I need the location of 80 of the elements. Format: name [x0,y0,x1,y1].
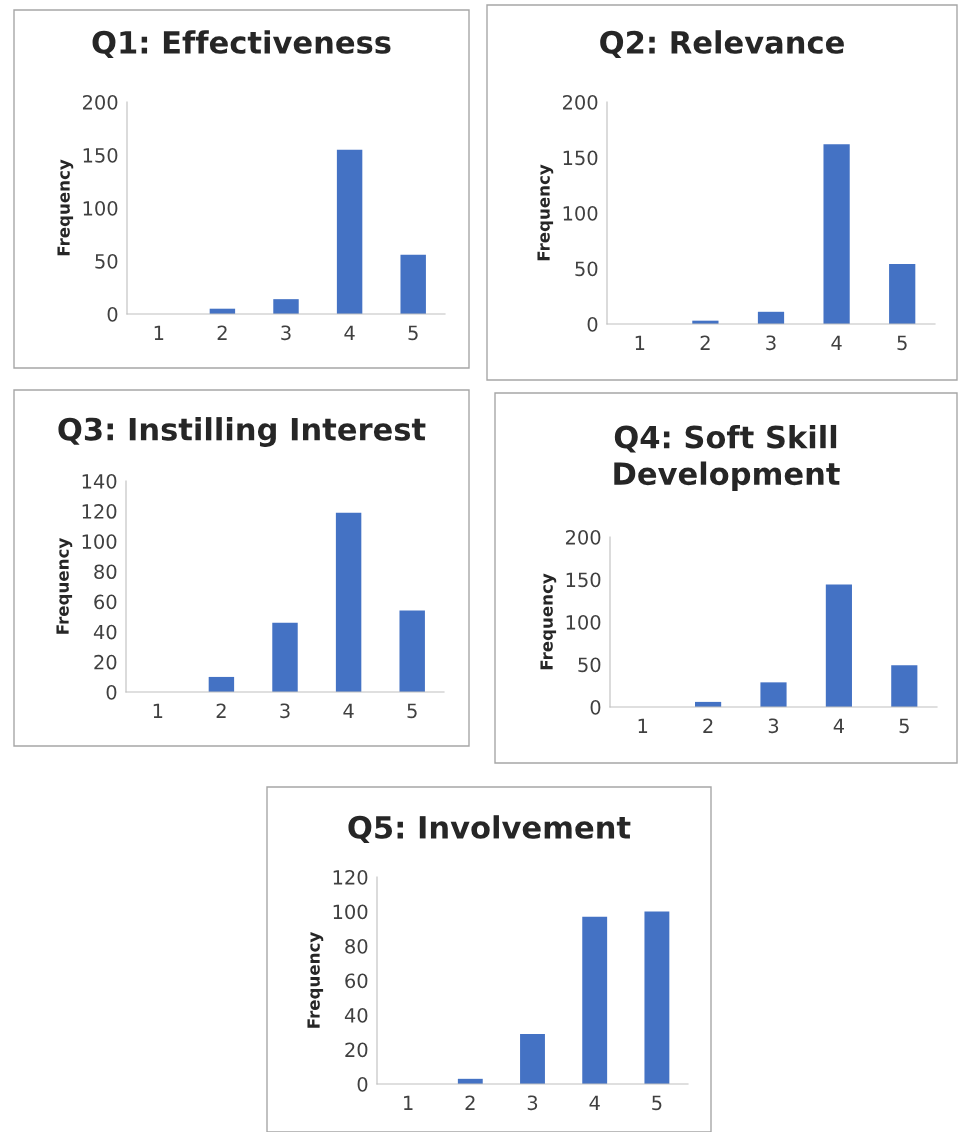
x-tick-label: 5 [897,335,907,351]
y-tick-label: 50 [578,657,601,673]
x-tick-label: 3 [281,325,291,341]
x-tick-label: 4 [589,1095,600,1110]
bar [760,682,787,707]
chart-title: Q5: Involvement [348,815,631,843]
x-tick-label: 4 [833,718,844,733]
x-tick-label: 4 [344,325,355,340]
y-tick-label: 0 [107,306,118,322]
bar [823,144,850,324]
y-tick-label: 120 [82,504,117,519]
y-tick-label: 100 [83,200,118,216]
y-tick-label: 100 [563,205,598,221]
x-tick-label: 5 [899,718,909,734]
bar [520,1033,545,1084]
chart-title: Q3: Instilling Interest [58,417,426,447]
bar [335,512,362,692]
bar [400,254,426,314]
bar [272,622,298,692]
y-tick-label: 0 [106,684,117,700]
y-tick-label: 100 [333,904,368,920]
y-axis-title: Frequency [307,932,324,1028]
y-tick-label: 20 [345,1042,368,1058]
x-tick-label: 4 [831,335,842,350]
bar [889,264,916,324]
x-tick-label: 1 [153,703,163,718]
y-tick-label: 100 [82,534,117,549]
y-tick-label: 80 [94,564,117,580]
x-tick-label: 3 [280,703,290,719]
y-tick-label: 200 [82,94,118,110]
bar [336,149,363,314]
y-tick-label: 60 [345,973,368,989]
x-tick-label: 1 [635,335,645,350]
y-axis-title: Frequency [57,159,74,256]
bar [273,299,299,314]
x-tick-label: 3 [768,718,779,734]
bar [399,610,425,692]
x-tick-label: 5 [408,325,418,341]
y-tick-label: 120 [333,869,368,885]
x-tick-label: 3 [766,335,776,351]
y-tick-label: 20 [94,654,117,670]
y-tick-label: 0 [357,1076,368,1092]
y-axis-title: Frequency [56,538,73,634]
y-tick-label: 150 [563,150,598,166]
y-tick-label: 60 [94,594,117,610]
bar [644,911,670,1084]
y-tick-label: 0 [590,699,601,715]
y-tick-label: 40 [93,624,117,640]
y-tick-label: 80 [345,938,368,954]
x-tick-label: 2 [217,325,227,340]
bar [582,916,608,1084]
x-tick-label: 2 [216,703,226,718]
x-tick-label: 3 [527,1095,538,1111]
x-tick-label: 5 [407,703,417,719]
x-tick-label: 4 [343,703,354,718]
y-tick-label: 100 [566,614,601,630]
x-tick-label: 1 [638,718,648,733]
x-tick-label: 2 [700,335,710,350]
y-axis-title: Frequency [540,573,557,670]
x-tick-label: 1 [154,325,164,340]
bar [825,584,852,707]
y-tick-label: 200 [562,94,598,110]
x-tick-label: 2 [465,1095,475,1110]
x-tick-label: 5 [652,1095,662,1111]
y-tick-label: 150 [83,147,118,163]
x-tick-label: 2 [703,718,713,733]
chart-title: Q1: Effectiveness [92,30,391,58]
y-tick-label: 50 [95,253,118,269]
y-tick-label: 200 [565,529,601,545]
bar [891,665,918,707]
y-tick-label: 140 [82,473,117,489]
y-tick-label: 50 [575,261,598,277]
y-tick-label: 150 [566,572,601,588]
x-tick-label: 1 [404,1095,413,1110]
bar [208,676,235,692]
chart-title: Q4: Soft Skill Development [614,424,840,492]
y-tick-label: 40 [344,1007,368,1023]
y-tick-label: 0 [587,316,598,332]
y-axis-title: Frequency [537,164,554,261]
chart-title: Q2: Relevance [600,30,844,58]
